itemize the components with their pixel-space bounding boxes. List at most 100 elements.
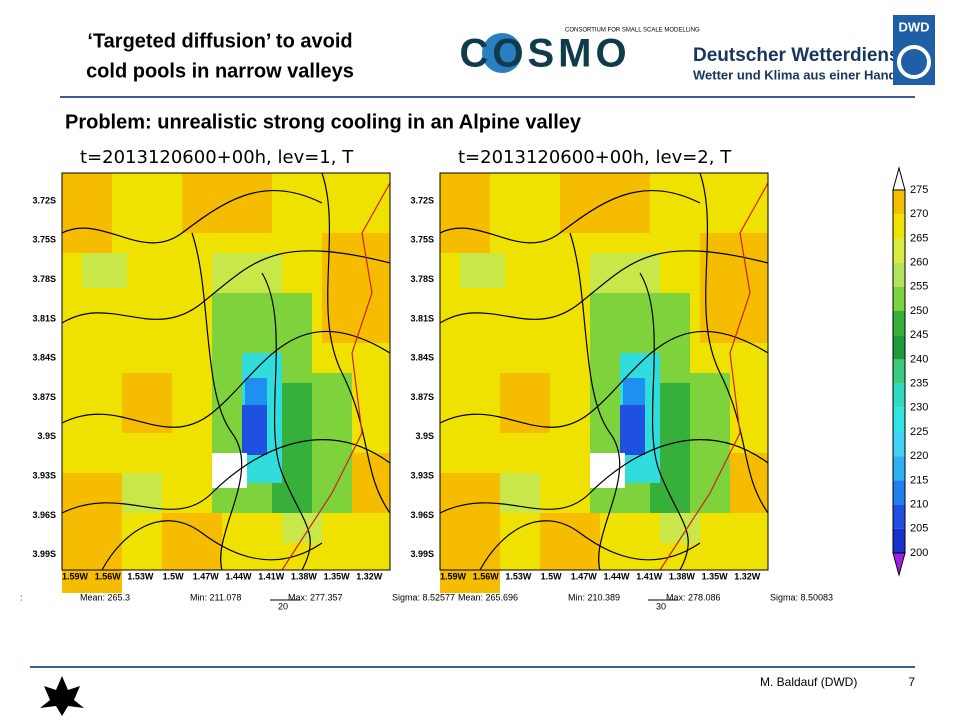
y-label: 3.72S bbox=[32, 195, 56, 205]
globe bbox=[482, 33, 522, 73]
stat: Min: 211.078 bbox=[190, 592, 241, 602]
logo: COSMO bbox=[459, 32, 630, 76]
y-label: 3.78S bbox=[410, 274, 434, 284]
org-badge: DWD bbox=[898, 19, 929, 34]
y-label: 3.87S bbox=[410, 392, 434, 402]
title-line: ‘Targeted diffusion’ to avoid bbox=[87, 30, 352, 52]
x-label: 1.53W bbox=[505, 571, 532, 581]
title-line: cold pools in narrow valleys bbox=[86, 60, 354, 82]
stat: Max: 278.086 bbox=[666, 592, 721, 602]
colorbar-segment bbox=[893, 359, 905, 384]
colorbar-segment bbox=[893, 432, 905, 457]
colorbar-segment bbox=[893, 504, 905, 529]
colorbar-label: 250 bbox=[910, 305, 928, 317]
colorbar-label: 245 bbox=[910, 329, 928, 341]
y-label: 3.93S bbox=[410, 470, 434, 480]
stat: Sigma: 8.50083 bbox=[770, 592, 833, 602]
stat: Mean: 265.3 bbox=[80, 592, 130, 602]
colorbar-segment bbox=[893, 238, 905, 263]
colorbar-label: 255 bbox=[910, 281, 928, 293]
y-label: 3.75S bbox=[410, 235, 434, 245]
org-tagline: Wetter und Klima aus einer Hand bbox=[693, 67, 897, 82]
colorbar-label: 230 bbox=[910, 402, 928, 414]
colorbar-label: 270 bbox=[910, 208, 928, 220]
map bbox=[439, 172, 769, 594]
y-label: 3.96S bbox=[410, 510, 434, 520]
x-label: 1.38W bbox=[291, 571, 318, 581]
colorbar-label: 260 bbox=[910, 257, 928, 269]
y-label: 3.9S bbox=[415, 431, 434, 441]
colorbar-label: 210 bbox=[910, 499, 928, 511]
x-label: 1.35W bbox=[702, 571, 729, 581]
y-label: 3.87S bbox=[32, 392, 56, 402]
y-label: 3.84S bbox=[32, 353, 56, 363]
badge bbox=[893, 15, 935, 85]
x-label: 1.41W bbox=[258, 571, 285, 581]
x-label: 1.32W bbox=[356, 571, 383, 581]
colorbar-label: 220 bbox=[910, 450, 928, 462]
x-label: 1.47W bbox=[571, 571, 598, 581]
x-label: 1.5W bbox=[163, 571, 185, 581]
x-label: 1.53W bbox=[127, 571, 154, 581]
x-label: 1.44W bbox=[225, 571, 252, 581]
colorbar-label: 265 bbox=[910, 232, 928, 244]
badge-swirl bbox=[897, 45, 931, 79]
org-name: Deutscher Wetterdienst bbox=[693, 45, 907, 66]
y-label: 3.81S bbox=[410, 313, 434, 323]
eagle bbox=[40, 676, 84, 716]
colorbar-frame bbox=[892, 189, 906, 554]
colorbar-cap bbox=[892, 166, 906, 191]
x-label: 1.35W bbox=[324, 571, 351, 581]
x-label: 1.32W bbox=[734, 571, 761, 581]
colorbar-cap bbox=[892, 552, 906, 577]
subtitle: Problem: unrealistic strong cooling in a… bbox=[65, 111, 582, 133]
y-label: 3.84S bbox=[410, 353, 434, 363]
stat: Min: 210.389 bbox=[568, 592, 620, 602]
x-label: 1.56W bbox=[95, 571, 122, 581]
colorbar-segment bbox=[893, 480, 905, 505]
colorbar-segment bbox=[893, 407, 905, 432]
y-label: 3.96S bbox=[32, 510, 56, 520]
colorbar-label: 235 bbox=[910, 378, 928, 390]
page-number: 7 bbox=[908, 675, 915, 689]
marker: 20 bbox=[278, 601, 288, 611]
y-label: 3.81S bbox=[32, 313, 56, 323]
y-label: 3.93S bbox=[32, 470, 56, 480]
x-label: 1.47W bbox=[193, 571, 220, 581]
x-label: 1.44W bbox=[603, 571, 630, 581]
y-label: 3.72S bbox=[410, 195, 434, 205]
marker: 30 bbox=[656, 601, 666, 611]
x-label: 1.59W bbox=[440, 571, 467, 581]
y-label: 3.99S bbox=[32, 549, 56, 559]
stat: Sigma: 8.52577 bbox=[392, 592, 455, 602]
colorbar-segment bbox=[893, 214, 905, 239]
logo-tagline: CONSORTIUM FOR SMALL SCALE MODELLING bbox=[565, 28, 700, 34]
map bbox=[61, 172, 391, 594]
panel-title: t=2013120600+00h, lev=1, T bbox=[80, 147, 354, 168]
colorbar-label: 200 bbox=[910, 547, 928, 559]
x-label: 1.59W bbox=[62, 571, 89, 581]
colorbar-label: 240 bbox=[910, 353, 928, 365]
colorbar-label: 205 bbox=[910, 523, 928, 535]
colorbar-segment bbox=[893, 335, 905, 360]
x-label: 1.38W bbox=[669, 571, 696, 581]
colorbar-segment bbox=[893, 383, 905, 408]
x-label: 1.56W bbox=[473, 571, 500, 581]
colorbar-segment bbox=[893, 262, 905, 287]
colorbar-label: 215 bbox=[910, 474, 928, 486]
panel-title: t=2013120600+00h, lev=2, T bbox=[458, 147, 732, 168]
y-label: 3.75S bbox=[32, 235, 56, 245]
colorbar-segment bbox=[893, 311, 905, 336]
stats-prefix: : bbox=[20, 592, 23, 602]
y-label: 3.99S bbox=[410, 549, 434, 559]
colorbar-label: 275 bbox=[910, 184, 928, 196]
x-label: 1.41W bbox=[636, 571, 663, 581]
y-label: 3.78S bbox=[32, 274, 56, 284]
stat: Max: 277.357 bbox=[288, 592, 343, 602]
y-label: 3.9S bbox=[37, 431, 56, 441]
author: M. Baldauf (DWD) bbox=[760, 675, 857, 689]
colorbar-segment bbox=[893, 456, 905, 481]
colorbar-segment bbox=[893, 190, 905, 215]
stat: Mean: 265.696 bbox=[458, 592, 518, 602]
x-label: 1.5W bbox=[541, 571, 563, 581]
